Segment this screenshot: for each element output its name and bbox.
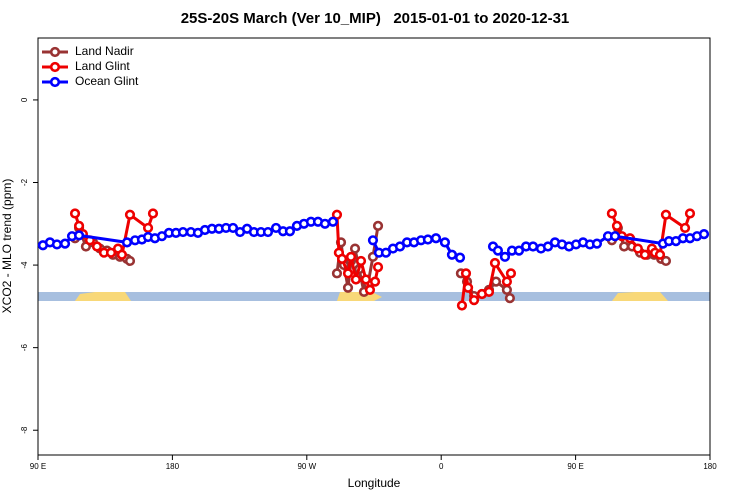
point	[91, 241, 103, 252]
point	[331, 268, 343, 279]
y-tick-label: -4	[20, 261, 29, 269]
point	[350, 274, 362, 285]
point	[698, 229, 710, 240]
point	[124, 209, 136, 220]
point	[504, 293, 515, 304]
legend-marker	[49, 76, 61, 88]
point	[591, 238, 603, 249]
point	[439, 237, 451, 248]
point	[446, 249, 458, 260]
x-tick-label: 180	[166, 462, 180, 471]
point	[527, 241, 539, 252]
point	[355, 255, 367, 267]
point	[430, 233, 442, 244]
point	[369, 276, 381, 287]
point	[349, 243, 361, 254]
point	[639, 249, 650, 260]
y-axis-label: XCO2 - MLO trend (ppm)	[0, 179, 14, 314]
land-patch	[75, 292, 131, 301]
legend-label: Land Glint	[75, 59, 130, 73]
point	[422, 234, 434, 245]
point	[319, 218, 331, 229]
point	[331, 209, 343, 220]
x-axis-label: Longitude	[348, 476, 401, 490]
y-tick-label: -6	[20, 344, 29, 352]
point	[679, 222, 691, 234]
point	[483, 286, 495, 298]
legend-marker	[49, 46, 61, 58]
point	[380, 247, 392, 258]
point	[468, 295, 480, 306]
point	[489, 257, 501, 269]
series	[69, 208, 696, 311]
land-patch	[612, 292, 668, 301]
y-tick-label: -8	[20, 426, 29, 434]
x-tick-label: 0	[439, 462, 444, 471]
point	[660, 209, 672, 220]
point	[542, 241, 554, 252]
point	[336, 253, 348, 264]
point	[619, 241, 630, 252]
point	[684, 208, 696, 219]
point	[499, 251, 511, 262]
point	[284, 226, 296, 237]
point	[609, 231, 621, 242]
point	[606, 208, 617, 219]
point	[73, 220, 85, 231]
point	[345, 251, 357, 262]
point	[492, 245, 504, 256]
chart-title: 25S-20S March (Ver 10_MIP) 2015-01-01 to…	[181, 10, 570, 27]
point	[124, 255, 136, 267]
x-tick-label: 90 W	[297, 462, 316, 471]
legend-label: Ocean Glint	[75, 74, 139, 88]
point	[505, 268, 517, 279]
x-tick-label: 90 E	[30, 462, 46, 471]
point	[654, 249, 666, 260]
legend-marker	[49, 61, 61, 73]
point	[342, 268, 354, 279]
point	[372, 220, 384, 231]
point	[327, 216, 339, 227]
point	[501, 276, 513, 287]
x-tick-label: 180	[703, 462, 717, 471]
point	[147, 208, 159, 219]
point	[460, 268, 472, 279]
point	[632, 243, 643, 254]
point	[227, 222, 239, 234]
point	[360, 274, 372, 285]
point	[51, 239, 63, 250]
point	[142, 222, 154, 234]
point	[367, 235, 379, 246]
point	[490, 276, 502, 287]
x-tick-label: 90 E	[567, 462, 583, 471]
series	[37, 216, 710, 263]
legend-label: Land Nadir	[75, 44, 134, 58]
y-tick-label: 0	[20, 97, 29, 102]
point	[501, 284, 513, 295]
point	[372, 262, 384, 273]
point	[454, 252, 466, 263]
point	[394, 241, 406, 252]
point	[105, 247, 117, 258]
point	[342, 282, 354, 293]
point	[116, 249, 128, 260]
y-tick-label: -2	[20, 178, 29, 186]
point	[73, 230, 85, 241]
point	[262, 226, 274, 238]
point	[59, 238, 71, 249]
point	[121, 237, 133, 248]
point	[456, 300, 468, 311]
point	[611, 220, 623, 231]
point	[364, 284, 376, 295]
point	[660, 255, 672, 267]
point	[513, 245, 525, 256]
land-sea-strip	[38, 292, 710, 301]
point	[69, 208, 81, 219]
point	[177, 226, 189, 238]
point	[462, 282, 474, 293]
